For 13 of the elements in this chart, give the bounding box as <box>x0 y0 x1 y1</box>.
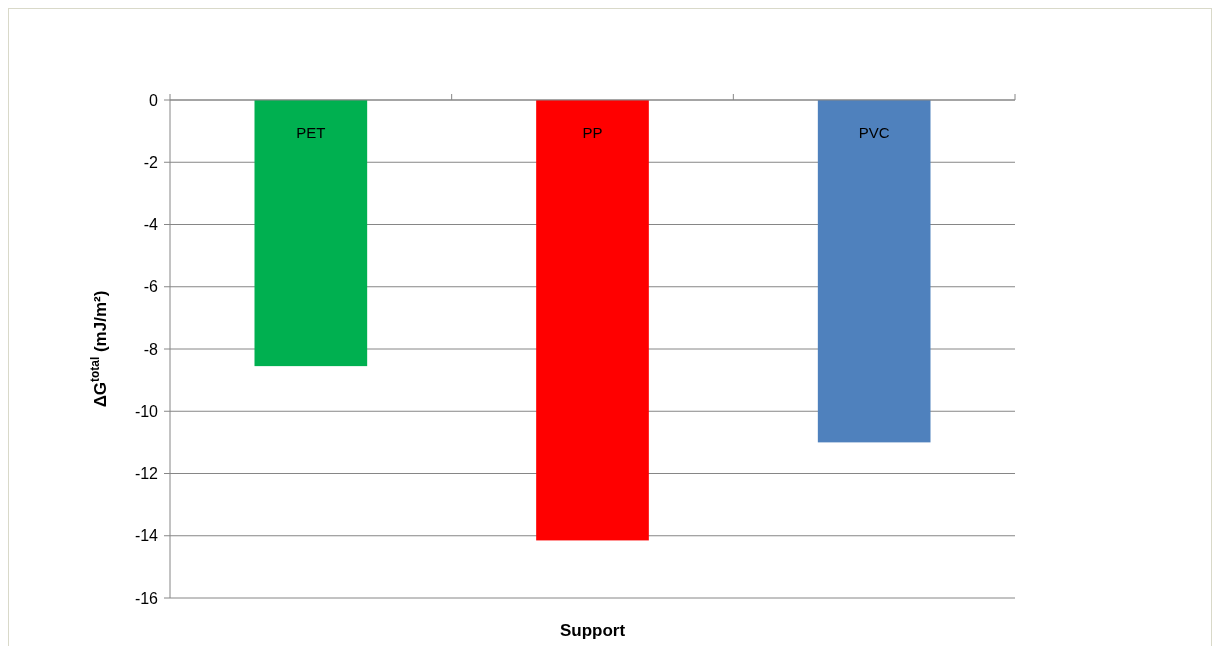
y-tick-label: -6 <box>143 278 159 296</box>
x-tick-label: PVC <box>858 124 890 141</box>
x-tick-label: PP <box>582 124 603 141</box>
y-tick-label: -14 <box>134 527 159 545</box>
y-tick-label: -12 <box>134 465 159 483</box>
x-axis-title: Support <box>559 621 626 640</box>
y-tick-label: -4 <box>143 216 159 234</box>
y-tick-label: -8 <box>143 340 159 358</box>
y-tick-label: 0 <box>149 91 159 109</box>
y-tick-label: -10 <box>134 402 159 420</box>
y-tick-label: -16 <box>134 589 159 607</box>
y-tick-label: -2 <box>143 153 159 171</box>
x-tick-label: PET <box>296 124 326 141</box>
